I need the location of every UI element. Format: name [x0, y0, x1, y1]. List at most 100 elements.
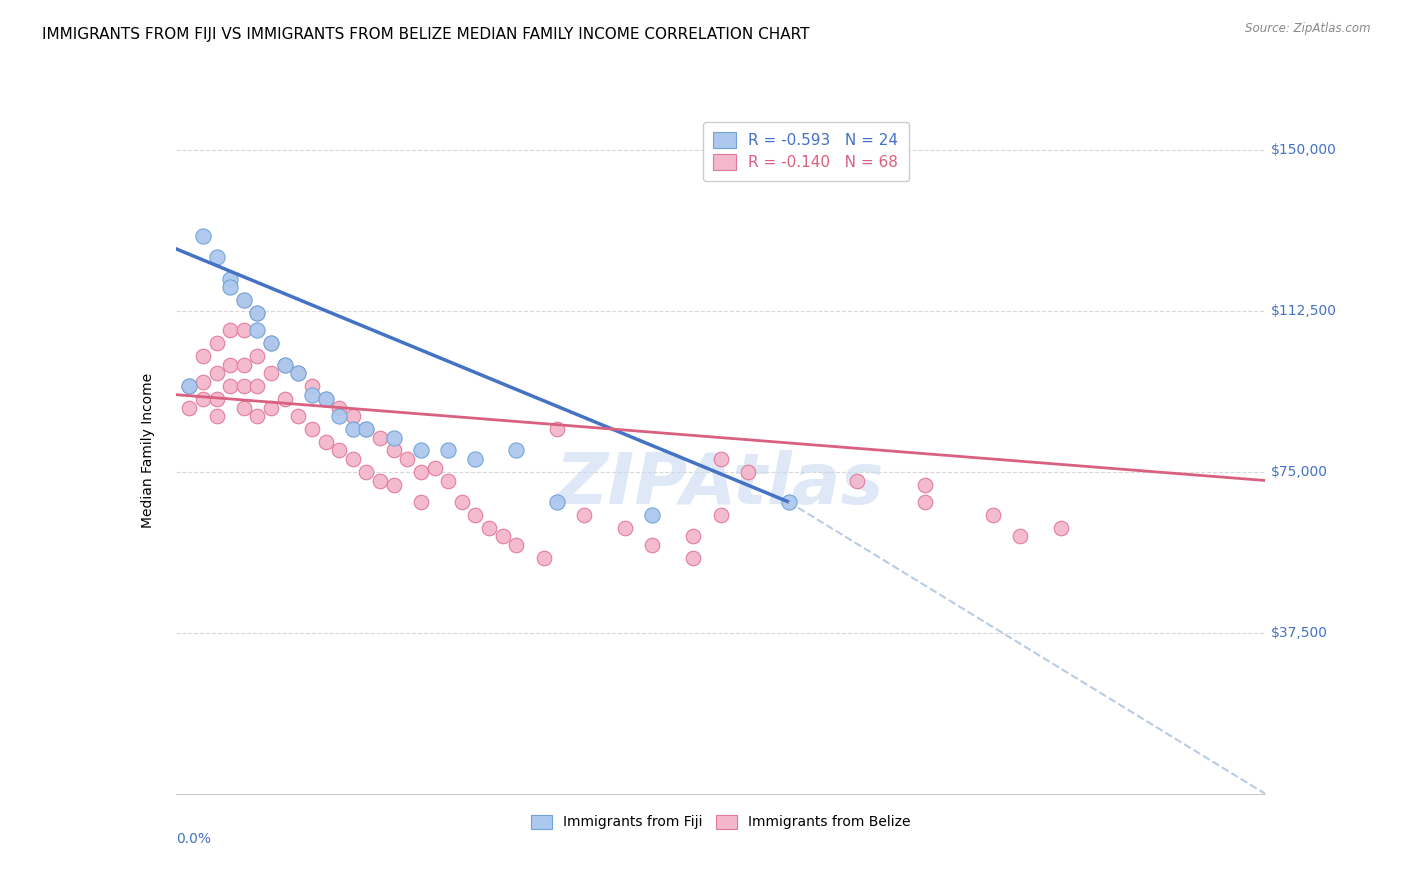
- Point: [232, 323, 254, 337]
- Point: [409, 495, 432, 509]
- Point: [191, 375, 214, 389]
- Text: Source: ZipAtlas.com: Source: ZipAtlas.com: [1246, 22, 1371, 36]
- Point: [423, 460, 446, 475]
- Point: [368, 431, 391, 445]
- Point: [546, 495, 568, 509]
- Point: [315, 434, 337, 449]
- Point: [437, 443, 460, 458]
- Point: [614, 521, 637, 535]
- Point: [1050, 521, 1073, 535]
- Point: [315, 392, 337, 406]
- Point: [246, 323, 269, 337]
- Point: [409, 443, 432, 458]
- Point: [301, 379, 323, 393]
- Point: [315, 392, 337, 406]
- Point: [179, 379, 201, 393]
- Point: [287, 409, 309, 423]
- Point: [342, 409, 364, 423]
- Point: [328, 409, 350, 423]
- Point: [409, 465, 432, 479]
- Text: 0.0%: 0.0%: [176, 831, 211, 846]
- Point: [205, 336, 228, 351]
- Point: [232, 293, 254, 308]
- Point: [246, 306, 269, 320]
- Point: [205, 409, 228, 423]
- Point: [368, 474, 391, 488]
- Point: [191, 392, 214, 406]
- Text: $112,500: $112,500: [1271, 304, 1337, 318]
- Point: [342, 452, 364, 467]
- Point: [246, 306, 269, 320]
- Point: [382, 443, 405, 458]
- Point: [437, 474, 460, 488]
- Point: [301, 422, 323, 436]
- Text: $75,000: $75,000: [1271, 465, 1327, 479]
- Point: [246, 379, 269, 393]
- Point: [274, 358, 297, 372]
- Text: IMMIGRANTS FROM FIJI VS IMMIGRANTS FROM BELIZE MEDIAN FAMILY INCOME CORRELATION : IMMIGRANTS FROM FIJI VS IMMIGRANTS FROM …: [42, 27, 810, 42]
- Point: [260, 366, 283, 380]
- Point: [232, 358, 254, 372]
- Point: [260, 336, 283, 351]
- Point: [287, 366, 309, 380]
- Point: [260, 336, 283, 351]
- Point: [505, 443, 527, 458]
- Point: [232, 293, 254, 308]
- Point: [682, 529, 704, 543]
- Point: [464, 452, 486, 467]
- Point: [342, 422, 364, 436]
- Point: [737, 465, 759, 479]
- Point: [205, 392, 228, 406]
- Point: [710, 508, 733, 522]
- Point: [274, 392, 297, 406]
- Text: $150,000: $150,000: [1271, 143, 1337, 157]
- Point: [219, 323, 242, 337]
- Point: [205, 250, 228, 264]
- Point: [382, 478, 405, 492]
- Point: [574, 508, 596, 522]
- Text: $37,500: $37,500: [1271, 626, 1327, 640]
- Point: [219, 358, 242, 372]
- Point: [328, 401, 350, 415]
- Point: [328, 443, 350, 458]
- Y-axis label: Median Family Income: Median Family Income: [141, 373, 155, 528]
- Point: [219, 271, 242, 285]
- Point: [274, 358, 297, 372]
- Point: [914, 495, 936, 509]
- Point: [232, 379, 254, 393]
- Point: [191, 228, 214, 243]
- Point: [914, 478, 936, 492]
- Point: [845, 474, 868, 488]
- Point: [710, 452, 733, 467]
- Text: ZIPAtlas: ZIPAtlas: [557, 450, 884, 519]
- Point: [450, 495, 472, 509]
- Point: [301, 387, 323, 401]
- Point: [505, 538, 527, 552]
- Point: [179, 379, 201, 393]
- Point: [191, 349, 214, 363]
- Point: [641, 508, 664, 522]
- Point: [260, 401, 283, 415]
- Point: [682, 550, 704, 565]
- Point: [478, 521, 501, 535]
- Point: [533, 550, 555, 565]
- Point: [287, 366, 309, 380]
- Point: [246, 409, 269, 423]
- Point: [205, 366, 228, 380]
- Point: [492, 529, 515, 543]
- Point: [382, 431, 405, 445]
- Point: [464, 508, 486, 522]
- Point: [232, 401, 254, 415]
- Legend: Immigrants from Fiji, Immigrants from Belize: Immigrants from Fiji, Immigrants from Be…: [524, 809, 917, 835]
- Point: [356, 422, 378, 436]
- Point: [219, 280, 242, 294]
- Point: [356, 465, 378, 479]
- Point: [356, 422, 378, 436]
- Point: [1010, 529, 1032, 543]
- Point: [981, 508, 1004, 522]
- Point: [179, 401, 201, 415]
- Point: [546, 422, 568, 436]
- Point: [396, 452, 419, 467]
- Point: [641, 538, 664, 552]
- Point: [778, 495, 800, 509]
